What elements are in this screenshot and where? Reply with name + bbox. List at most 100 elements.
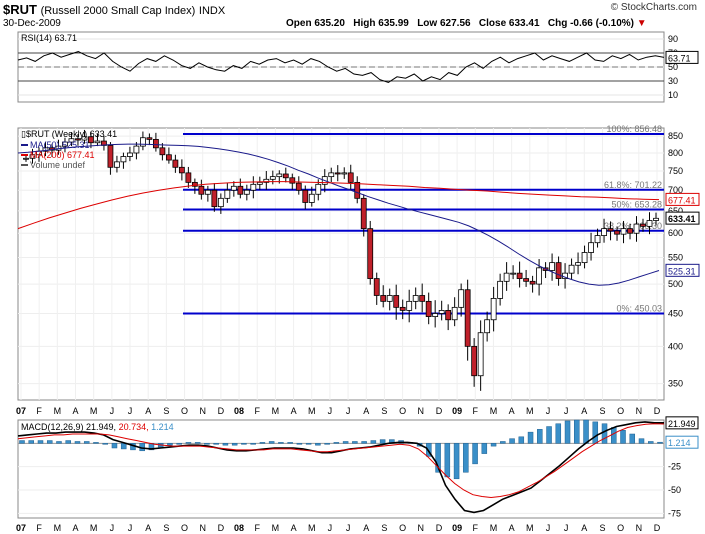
x-month-label-bottom: M [526,523,534,533]
x-month-label-bottom: N [418,523,425,533]
macd-histogram-bar [278,442,284,444]
x-month-label-bottom: A [291,523,297,533]
quote-bar: Open 635.20 High 635.99 Low 627.56 Close… [286,18,647,29]
x-month-label: J [546,406,551,416]
macd-signal-line [17,423,665,499]
macd-histogram-bar [657,441,663,444]
price-tag-box [665,192,700,206]
x-month-label: N [636,406,643,416]
macd-histogram-bar [481,443,488,454]
macd-histogram-bar [564,420,571,444]
macd-histogram-bar [315,443,321,446]
fibonacci-label: 50%: 653.28 [611,200,662,210]
candle-body [529,280,536,285]
candle-body [419,295,426,302]
x-month-label: F [473,406,479,416]
fibonacci-label: 0%: 450.03 [616,303,662,313]
candle-body [107,145,114,168]
candle-body [68,138,75,143]
candle-body [315,183,322,195]
candle-body [620,228,627,235]
price-tag-box [665,263,700,277]
x-month-label: O [181,406,188,416]
macd-histogram-bar [490,443,497,447]
x-month-label: S [163,406,169,416]
x-month-label: N [199,406,206,416]
candle-body [295,182,302,191]
x-month-label: J [564,406,569,416]
macd-histogram-bar [231,443,238,446]
candle-body [360,197,367,230]
macd-tick-label: -75 [668,508,681,518]
x-month-label: J [346,406,351,416]
x-month-label: S [599,406,605,416]
macd-histogram-bar [537,429,543,444]
x-month-label-bottom: N [199,523,206,533]
x-month-label: A [509,406,515,416]
macd-tick-label: -50 [668,485,681,495]
x-month-label-bottom: 07 [16,523,26,533]
macd-histogram-bar [629,433,636,444]
candle-body [347,172,354,183]
x-month-label-bottom: J [110,523,115,533]
macd-histogram-bar [268,441,275,444]
candle-body [523,278,530,282]
x-month-label-bottom: J [128,523,133,533]
price-title: ▯$RUT (Weekly) 633.41 [21,129,117,139]
candle-body [269,176,276,180]
price-tick-label: 600 [668,228,683,238]
macd-histogram-bar [74,441,81,444]
x-month-label-bottom: O [181,523,188,533]
candle-body [334,172,341,175]
x-month-label-bottom: D [654,523,661,533]
candle-body [146,137,153,140]
change-value: Chg -0.66 (-0.10%) [547,18,634,29]
x-month-label-bottom: D [218,523,225,533]
x-month-label-bottom: J [546,523,551,533]
candle-body [464,289,471,347]
price-tag: 677.41 [668,195,696,205]
price-tick-label: 650 [668,206,683,216]
x-month-label: M [54,406,62,416]
candle-body [230,185,237,191]
macd-histogram-bar [65,440,71,444]
candle-body [211,189,218,208]
price-tag: 633.41 [668,214,696,224]
price-tick-label: 450 [668,308,683,318]
x-month-label-bottom: M [272,523,280,533]
macd-histogram-bar [204,443,210,445]
x-month-label-bottom: M [90,523,98,533]
candle-body [510,272,517,275]
candle-body [308,193,315,203]
fibonacci-label: 38.2%: 605.30 [604,221,662,231]
x-month-label: J [110,406,115,416]
macd-histogram-bar [324,443,330,445]
x-month-label: D [218,406,225,416]
macd-histogram-bar [453,443,460,480]
candle-body [575,262,581,266]
candle-body [29,154,36,159]
candle-body [367,228,374,279]
macd-histogram-bar [527,431,534,444]
candle-body [204,189,211,195]
x-month-label: 07 [16,406,26,416]
x-month-label: D [654,406,661,416]
macd-histogram-bar [93,442,99,444]
candle-body [114,161,120,168]
candle-body [127,152,133,157]
macd-histogram-bar [435,443,441,473]
macd-histogram-bar [500,441,506,444]
x-month-label: N [418,406,425,416]
x-month-label-bottom: M [308,523,316,533]
macd-histogram-bar [19,440,25,444]
x-month-label: A [145,406,151,416]
x-month-label: O [617,406,624,416]
macd-histogram-bar [352,441,358,444]
candle-body [386,295,393,302]
x-month-label-bottom: 08 [234,523,244,533]
candle-body [88,136,94,144]
candle-body [588,242,594,253]
macd-histogram-bar [555,423,562,444]
x-month-label-bottom: O [617,523,624,533]
macd-histogram-bar [222,443,229,446]
